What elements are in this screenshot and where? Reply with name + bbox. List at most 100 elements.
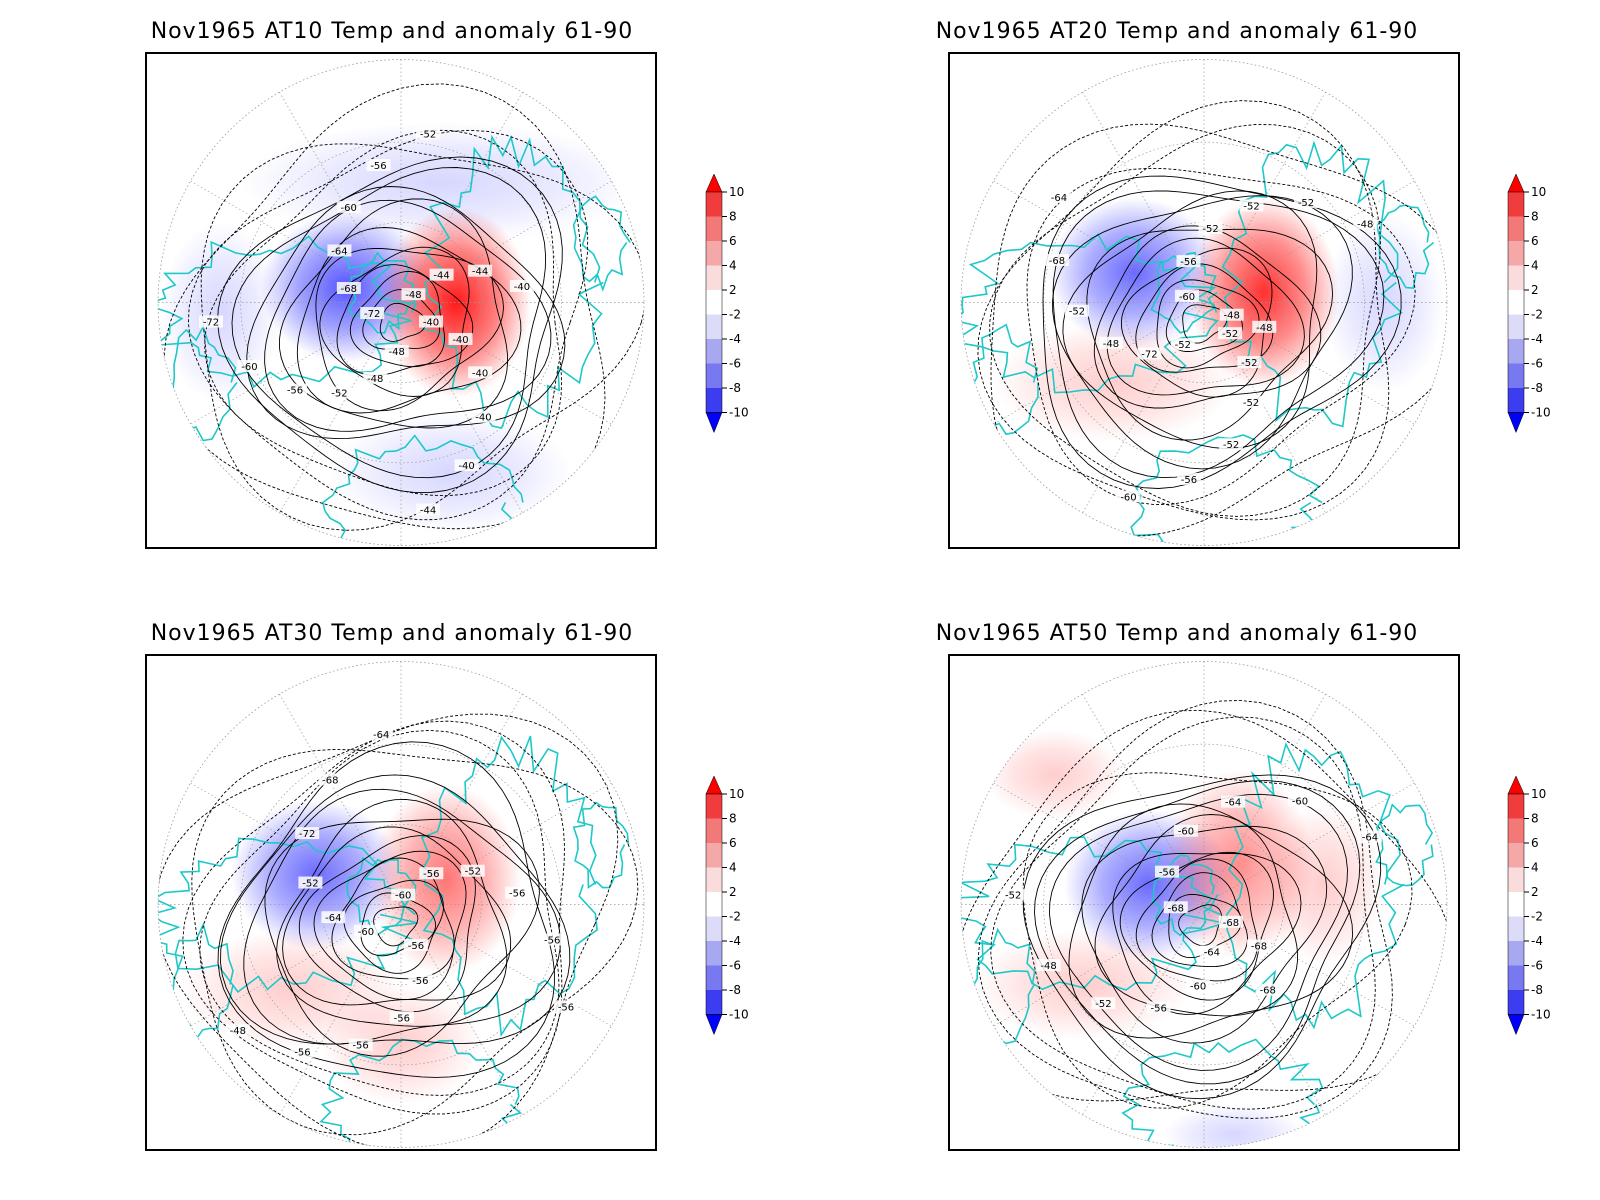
contour-label: -56: [352, 1041, 368, 1052]
contour-label: -52: [1223, 440, 1239, 451]
contour-label: -64: [325, 913, 341, 924]
map-at50: -64 -60 -56 -52 -48 -52 -68 -56 -60 -64 -60 -64 -68 -…: [948, 654, 1460, 1151]
colorbar-segment: [1508, 941, 1524, 966]
contour-label: -40: [514, 282, 530, 293]
colorbar-segment: [1508, 265, 1524, 290]
colorbar-at20: 10 8 6 4 2 -2 -4 -6 -8 -10: [1507, 174, 1551, 434]
colorbar-tick-label: 4: [1531, 861, 1539, 875]
colorbar-segment: [706, 843, 722, 868]
colorbar-segment: [706, 216, 722, 241]
colorbar-arrow-top: [1507, 174, 1525, 193]
colorbar-arrow-bottom: [1507, 412, 1525, 434]
colorbar-arrow-bottom: [1507, 1014, 1525, 1036]
contour-label: -68: [1049, 256, 1065, 267]
anomaly-warm-region: [984, 729, 1124, 820]
contour-label: -64: [331, 246, 347, 257]
colorbar-segment: [1508, 916, 1524, 941]
colorbar-segment: [706, 941, 722, 966]
colorbar-tick-label: 4: [729, 861, 737, 875]
contour-label: -60: [1120, 493, 1136, 504]
contour-label: -64: [1051, 193, 1067, 204]
contour-label: -72: [364, 309, 380, 320]
contour-label: -60: [1179, 292, 1195, 303]
contour-label: -52: [302, 879, 318, 890]
contour-label: -60: [1190, 981, 1206, 992]
colorbar-tick-label: -4: [1531, 934, 1543, 948]
map-boundary: [157, 59, 645, 546]
colorbar-tick-label: 6: [729, 234, 737, 248]
contour-label: -52: [1069, 307, 1085, 318]
contour-label: -48: [1256, 323, 1272, 334]
colorbar-tick-label: 10: [729, 787, 744, 801]
colorbar-segment: [1508, 965, 1524, 990]
contour-label: -44: [472, 267, 488, 278]
contour-label: -40: [458, 461, 474, 472]
contour-label: -56: [1180, 257, 1196, 268]
colorbar-tick-label: -2: [1531, 308, 1543, 322]
colorbar-segment: [706, 794, 722, 819]
contour-label: -44: [420, 506, 436, 517]
colorbar-tick-label: -4: [1531, 332, 1543, 346]
colorbar-tick-label: 2: [729, 283, 737, 297]
contour-label: -56: [412, 976, 428, 987]
map-at20: -52 -52 -52 -52 -56 -60 -52 -72 -48 -52 -68 -64 -60 -…: [948, 52, 1460, 549]
map-svg-at10: -40 -40 -40 -40 -40 -44 -48 -48 -52 -56 -60 -72 -72 -…: [157, 59, 645, 546]
contour-label: -52: [1095, 999, 1111, 1010]
colorbar-segment: [1508, 388, 1524, 413]
colorbar-segment: [706, 192, 722, 217]
colorbar-segment: [706, 867, 722, 892]
contour-label: -64: [1225, 798, 1241, 809]
map-boundary: [157, 661, 645, 1148]
colorbar-segment: [1508, 192, 1524, 217]
colorbar-tick-label: -6: [1531, 959, 1543, 973]
contour-label: -68: [1260, 986, 1276, 997]
anomaly-warm-core: [1164, 769, 1314, 960]
contour-label: -60: [340, 203, 356, 214]
contour-label: -72: [299, 829, 315, 840]
map-svg-at20: -52 -52 -52 -52 -56 -60 -52 -72 -48 -52 -68 -64 -60 -…: [960, 59, 1448, 546]
contour-label: -48: [1224, 311, 1240, 322]
colorbar-segment: [1508, 363, 1524, 388]
colorbar-at50: 10 8 6 4 2 -2 -4 -6 -8 -10: [1507, 776, 1551, 1036]
anomaly-cold-region: [161, 222, 281, 403]
colorbar-tick-label: 8: [1531, 812, 1539, 826]
contour-label: -48: [389, 347, 405, 358]
contour-label: -48: [230, 1026, 246, 1037]
contour-label: -56: [1151, 1003, 1167, 1014]
colorbar-tick-label: -10: [1531, 1008, 1551, 1022]
colorbar-segment: [1508, 843, 1524, 868]
colorbar-tick-label: -2: [729, 910, 741, 924]
map-boundary: [960, 661, 1448, 1148]
colorbar-segment: [706, 892, 722, 917]
colorbar-tick-label: -10: [1531, 406, 1551, 420]
colorbar-tick-label: -10: [729, 406, 749, 420]
panel-title-at30: Nov1965 AT30 Temp and anomaly 61-90: [150, 621, 634, 646]
colorbar-arrow-top: [1507, 776, 1525, 795]
contour-label: -52: [1243, 201, 1259, 212]
contour-label: -52: [1243, 398, 1259, 409]
contour-label: -60: [1178, 827, 1194, 838]
colorbar-segment: [706, 290, 722, 315]
contour-label: -52: [420, 129, 436, 140]
colorbar-tick-label: 10: [729, 185, 744, 199]
colorbar-at30: 10 8 6 4 2 -2 -4 -6 -8 -10: [705, 776, 749, 1036]
colorbar-segment: [1508, 990, 1524, 1015]
colorbar-tick-label: 8: [729, 210, 737, 224]
contour-label: -40: [472, 368, 488, 379]
colorbar-tick-label: 10: [1531, 185, 1546, 199]
colorbar-tick-label: 8: [1531, 210, 1539, 224]
colorbar-segment: [1508, 892, 1524, 917]
colorbar-segment: [1508, 290, 1524, 315]
colorbar-segment: [706, 241, 722, 266]
colorbar-segment: [706, 314, 722, 339]
panel-title-at50: Nov1965 AT50 Temp and anomaly 61-90: [935, 621, 1419, 646]
colorbar-tick-label: 2: [1531, 885, 1539, 899]
colorbar-segment: [1508, 794, 1524, 819]
colorbar-segment: [1508, 867, 1524, 892]
contour-label: -68: [1251, 941, 1267, 952]
colorbar-segment: [1508, 216, 1524, 241]
colorbar-tick-label: 6: [1531, 836, 1539, 850]
contour-label: -72: [203, 318, 219, 329]
contour-label: -40: [452, 335, 468, 346]
contour-label: -40: [423, 318, 439, 329]
